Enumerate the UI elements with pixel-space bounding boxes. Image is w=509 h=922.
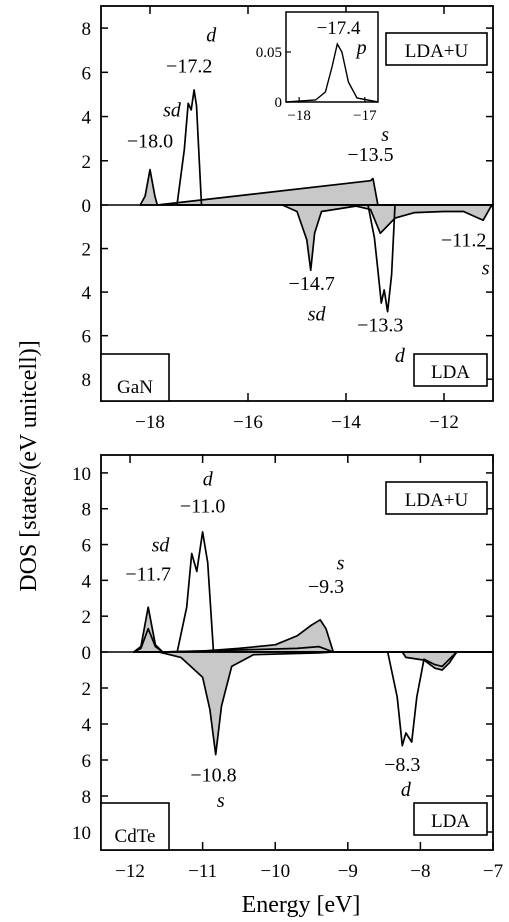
orbital-label: s — [217, 790, 225, 812]
y-tick-label: 4 — [82, 283, 92, 304]
orbital-label: sd — [308, 303, 327, 325]
y-tick-label: 2 — [82, 607, 92, 628]
peak-energy-label: −18.0 — [127, 131, 173, 153]
lower-method-label: LDA — [431, 362, 470, 383]
peak-energy-label: −10.8 — [190, 765, 236, 787]
x-tick-label: −9 — [338, 861, 358, 882]
plot-frame — [100, 5, 494, 402]
orbital-label: d — [395, 345, 406, 367]
peak-energy-label: −11.0 — [180, 495, 226, 517]
x-tick-label: −8 — [410, 861, 430, 882]
material-label: GaN — [117, 377, 153, 398]
upper-method-label-box — [385, 481, 488, 515]
y-tick-label: 2 — [82, 152, 92, 173]
inset-x-tick-label: −18 — [287, 108, 310, 124]
y-tick-label: 8 — [82, 370, 92, 391]
y-tick-label: 0 — [82, 196, 92, 217]
peak-energy-label: −11.2 — [441, 229, 487, 251]
x-tick-label: −16 — [233, 412, 263, 433]
orbital-label: s — [381, 124, 389, 146]
orbital-label: d — [203, 468, 214, 490]
x-tick-label: −10 — [260, 861, 290, 882]
inset-y-tick-label: 0 — [275, 95, 283, 111]
dos-series-down-2 — [281, 204, 494, 272]
y-tick-label: 4 — [82, 715, 92, 736]
y-axis-label: DOS [states/(eV unitcell)] — [16, 340, 42, 592]
y-tick-label: 10 — [72, 823, 91, 844]
inset-frame — [285, 11, 379, 103]
y-tick-label: 8 — [82, 500, 92, 521]
dos-series-up-0 — [132, 606, 494, 653]
dos-series-up-2 — [176, 531, 215, 653]
y-tick-label: 6 — [82, 63, 92, 84]
dos-series-up-1 — [176, 89, 203, 206]
material-label-box — [100, 802, 170, 851]
upper-method-label: LDA+U — [405, 41, 469, 62]
y-tick-label: 6 — [82, 327, 92, 348]
lower-method-label-box — [413, 353, 488, 387]
y-tick-label: 8 — [82, 787, 92, 808]
x-tick-label: −12 — [115, 861, 145, 882]
y-tick-label: 6 — [82, 536, 92, 557]
y-tick-label: 2 — [82, 679, 92, 700]
y-tick-label: 2 — [82, 240, 92, 261]
y-tick-label: 6 — [82, 751, 92, 772]
orbital-label: sd — [152, 535, 171, 557]
peak-energy-label: −9.3 — [308, 576, 344, 598]
peak-energy-label: −8.3 — [384, 754, 420, 776]
y-tick-label: 10 — [72, 464, 91, 485]
orbital-label: sd — [163, 100, 182, 122]
x-tick-label: −12 — [429, 412, 459, 433]
upper-method-label: LDA+U — [405, 490, 469, 511]
upper-method-label-box — [385, 32, 488, 66]
lower-method-label-box — [413, 802, 488, 836]
x-axis-label: Energy [eV] — [242, 892, 361, 918]
dos-series-up-0 — [139, 168, 494, 206]
inset-x-tick-label: −17 — [353, 108, 377, 124]
material-label-box — [100, 353, 170, 402]
inset-dos-curve — [285, 42, 379, 103]
orbital-label: d — [206, 24, 217, 46]
x-tick-label: −7 — [483, 861, 503, 882]
y-tick-label: 0 — [82, 643, 92, 664]
y-tick-label: 8 — [82, 19, 92, 40]
orbital-label: s — [482, 258, 490, 280]
inset-peak-label: −17.4 — [317, 18, 361, 39]
orbital-label: d — [401, 779, 412, 801]
x-tick-label: −11 — [188, 861, 217, 882]
inset-orbital-label: p — [355, 37, 367, 59]
peak-energy-label: −17.2 — [166, 55, 212, 77]
peak-energy-label: −11.7 — [125, 563, 171, 585]
y-tick-label: 4 — [82, 571, 92, 592]
peak-energy-label: −14.7 — [289, 273, 335, 295]
orbital-label: s — [337, 553, 345, 575]
peak-energy-label: −13.5 — [347, 144, 393, 166]
y-tick-label: 4 — [82, 108, 92, 129]
lower-method-label: LDA — [431, 811, 470, 832]
x-tick-label: −14 — [331, 412, 361, 433]
dos-series-down-3 — [367, 204, 396, 313]
x-tick-label: −18 — [135, 412, 165, 433]
material-label: CdTe — [115, 826, 156, 847]
dos-series-down-4 — [386, 651, 458, 747]
peak-energy-label: −13.3 — [357, 314, 403, 336]
inset-y-tick-label: 0.05 — [256, 45, 282, 61]
